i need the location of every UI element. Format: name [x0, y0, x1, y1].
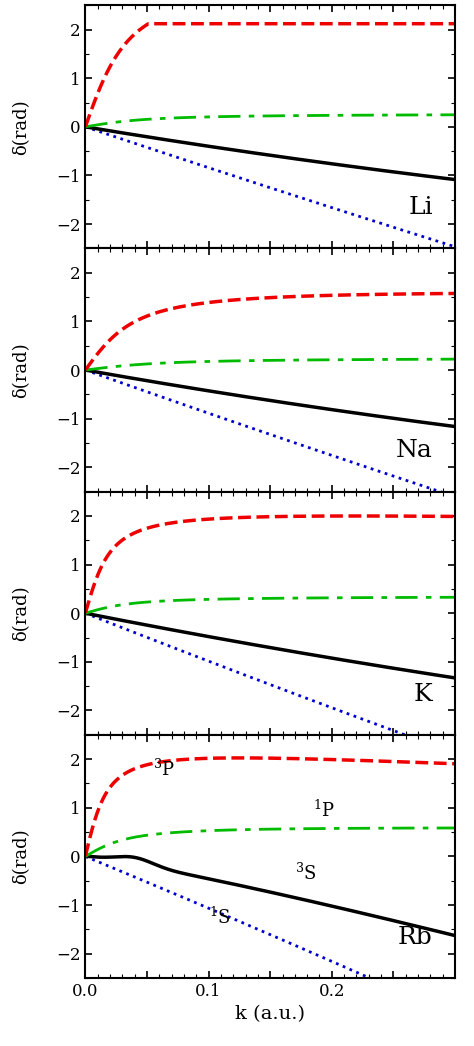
Text: Rb: Rb: [398, 926, 433, 949]
Text: $^3$P: $^3$P: [153, 759, 175, 780]
Text: $^3$S: $^3$S: [295, 863, 317, 884]
Y-axis label: δ(rad): δ(rad): [12, 99, 30, 155]
Y-axis label: δ(rad): δ(rad): [12, 828, 30, 884]
Y-axis label: δ(rad): δ(rad): [12, 342, 30, 397]
Y-axis label: δ(rad): δ(rad): [12, 586, 30, 641]
Text: $^1$S: $^1$S: [209, 906, 230, 928]
Text: Li: Li: [408, 197, 433, 220]
Text: K: K: [414, 683, 433, 706]
X-axis label: k (a.u.): k (a.u.): [235, 1005, 305, 1023]
Text: $^1$P: $^1$P: [313, 799, 336, 820]
Text: Na: Na: [396, 439, 433, 462]
